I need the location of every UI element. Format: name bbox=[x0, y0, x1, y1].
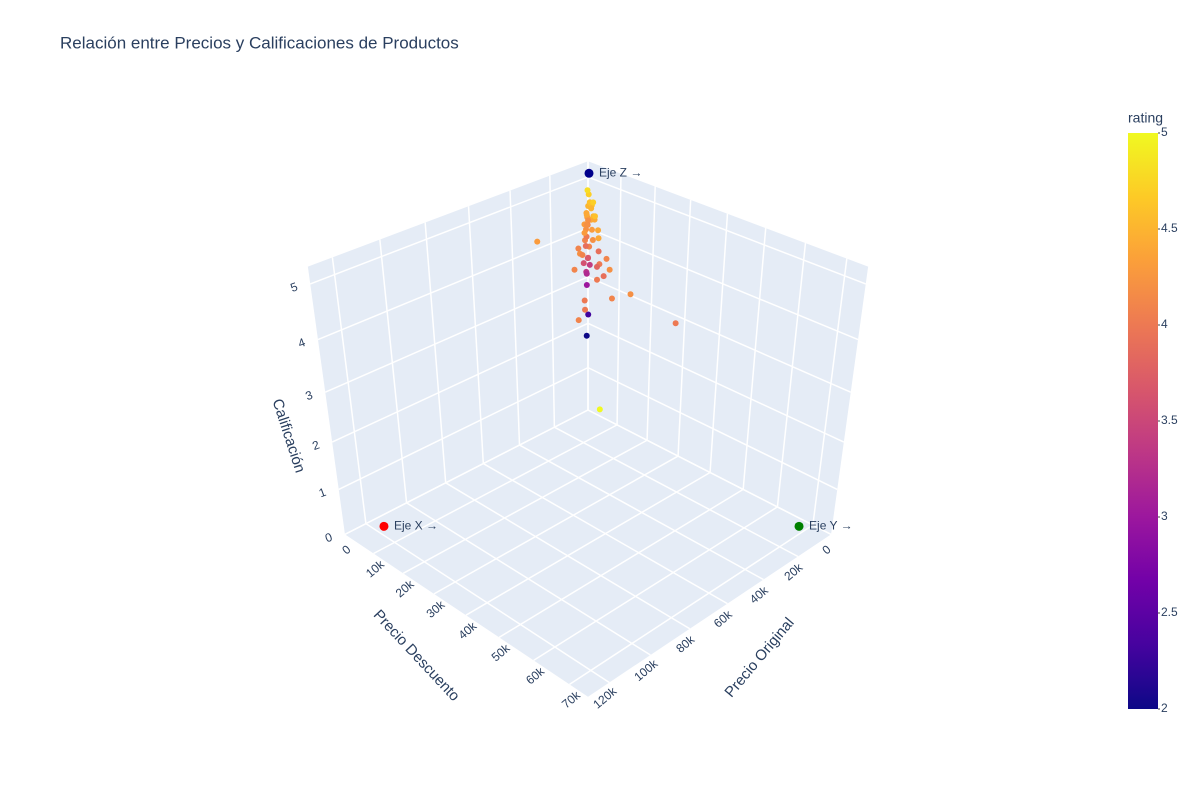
z-tick-label: 5 bbox=[288, 279, 299, 295]
data-point bbox=[596, 406, 603, 413]
data-point bbox=[603, 255, 610, 262]
data-point bbox=[589, 236, 596, 243]
data-point bbox=[590, 199, 597, 206]
grid-line bbox=[338, 366, 589, 491]
wall-plane bbox=[588, 161, 869, 535]
colorbar-tick-label: 2.5 bbox=[1161, 605, 1178, 619]
data-point bbox=[575, 317, 582, 324]
data-point bbox=[580, 260, 587, 267]
grid-line bbox=[587, 322, 845, 443]
grid-line bbox=[309, 176, 589, 285]
grid-line bbox=[587, 409, 832, 536]
data-point bbox=[582, 242, 589, 249]
chart-title: Relación entre Precios y Calificaciones … bbox=[60, 33, 459, 52]
grid-line bbox=[587, 227, 859, 341]
grid-line bbox=[402, 439, 648, 574]
grid-line bbox=[549, 175, 556, 428]
grid-line bbox=[331, 322, 589, 443]
data-point bbox=[588, 226, 595, 233]
data-point bbox=[583, 221, 590, 228]
data-point bbox=[585, 311, 592, 318]
annotation-marker bbox=[379, 521, 389, 531]
data-point bbox=[595, 227, 602, 234]
grid-line bbox=[616, 173, 622, 425]
annotation-marker bbox=[584, 168, 594, 178]
z-tick-label: 3 bbox=[303, 388, 314, 404]
grid-line bbox=[344, 409, 589, 536]
colorbar-tick-label: 2 bbox=[1161, 701, 1168, 715]
grid-line bbox=[533, 506, 778, 662]
data-point bbox=[672, 320, 679, 327]
grid-line bbox=[569, 524, 814, 685]
data-point bbox=[600, 273, 607, 280]
data-point bbox=[534, 238, 541, 245]
data-point bbox=[582, 306, 589, 313]
floor-plane bbox=[344, 410, 832, 697]
data-point bbox=[575, 245, 582, 252]
grid-line bbox=[587, 366, 838, 491]
data-point bbox=[593, 263, 600, 270]
data-point bbox=[583, 281, 590, 288]
z-tick-label: 1 bbox=[317, 485, 328, 501]
data-point bbox=[583, 270, 590, 277]
annotation-label: Eje X → bbox=[394, 519, 438, 533]
data-point bbox=[591, 213, 598, 220]
data-point bbox=[627, 291, 634, 298]
data-point bbox=[586, 261, 593, 268]
grid-line bbox=[317, 227, 589, 341]
annotation-label: Eje Z → bbox=[599, 165, 642, 179]
grid-line bbox=[373, 424, 618, 555]
data-point bbox=[594, 276, 601, 283]
colorbar-tick-label: 4.5 bbox=[1161, 221, 1178, 235]
data-point bbox=[606, 266, 613, 273]
grid-line bbox=[498, 488, 744, 638]
colorbar-title: rating bbox=[1128, 110, 1163, 126]
data-point bbox=[588, 205, 595, 212]
z-axis-title: Calificación bbox=[269, 397, 309, 475]
data-point bbox=[581, 297, 588, 304]
data-point bbox=[579, 252, 586, 259]
data-point bbox=[571, 266, 578, 273]
data-point bbox=[608, 295, 615, 302]
data-point bbox=[595, 248, 602, 255]
z-tick-label: 2 bbox=[310, 438, 321, 454]
colorbar-tick-label: 3 bbox=[1161, 509, 1168, 523]
colorbar-tick-label: 4 bbox=[1161, 317, 1168, 331]
x-tick-label: 0 bbox=[819, 542, 833, 557]
grid-line bbox=[324, 276, 589, 393]
colorbar bbox=[1128, 133, 1158, 709]
data-point bbox=[584, 187, 591, 194]
data-point bbox=[583, 332, 590, 339]
annotation-marker bbox=[794, 521, 804, 531]
y-axis-title: Precio Descuento bbox=[370, 607, 463, 705]
x-axis-title: Precio Original bbox=[721, 615, 797, 701]
wall-plane bbox=[307, 161, 588, 535]
annotation-label: Eje Y → bbox=[809, 519, 853, 533]
data-point bbox=[583, 210, 590, 217]
grid-line bbox=[465, 471, 711, 616]
z-tick-label: 4 bbox=[296, 335, 307, 351]
grid-line bbox=[587, 176, 867, 285]
data-point bbox=[585, 254, 592, 261]
data-point bbox=[595, 235, 602, 242]
data-point bbox=[581, 229, 588, 236]
colorbar-tick-label: 3.5 bbox=[1161, 413, 1178, 427]
z-tick-label: 0 bbox=[323, 530, 334, 546]
y-tick-label: 0 bbox=[339, 542, 353, 557]
colorbar-tick-label: 5 bbox=[1161, 125, 1168, 139]
grid-line bbox=[433, 455, 679, 595]
